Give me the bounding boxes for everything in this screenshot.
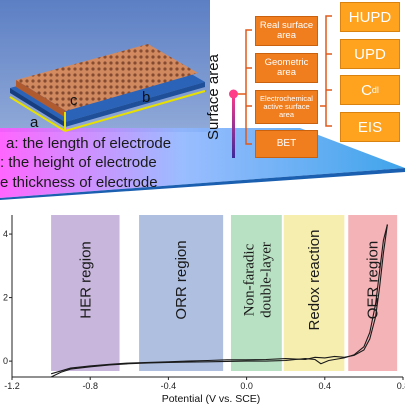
method-label: BET [276,137,297,149]
region-band-0 [51,215,120,371]
technique-label: EIS [357,118,383,136]
region-label-2: Non-faradicdouble-layer [241,242,274,318]
region-band-1 [139,215,224,371]
technique-label: HUPD [348,8,392,26]
surface-area-stem [232,92,235,158]
x-tick-label: -0.4 [161,381,177,391]
technique-subscript: dl [371,85,379,95]
y-tick-label: 2 [3,293,8,303]
method-electrochemical-active-surface-area: Electrochemical active surface area [255,90,318,124]
technique-bracket [325,15,332,127]
technique-label: UPD [354,45,386,63]
x-tick-label: 0.0 [240,381,253,391]
cv-chart: -1.2 -0.8 -0.4 0.0 0.4 0.8 0 2 4 HER region ORR r… [3,215,405,405]
region-band-3 [283,215,345,371]
dimension-label-a: a [30,114,39,131]
method-bet: BET [255,130,318,158]
region-band-2 [230,215,282,371]
region-band-4 [348,215,398,371]
region-label-1: ORR region [173,240,190,319]
technique-upd: UPD [340,39,400,69]
method-geometric-area: Geometric area [255,53,318,83]
electrode-substrate-side [65,82,205,127]
technique-hupd: HUPD [340,2,400,32]
region-bands [51,215,398,371]
dimension-line-b [64,90,206,132]
cv-curve-sweep-0 [50,224,388,378]
surface-area-axis-label: Surface area [205,54,222,140]
y-tick-label: 4 [3,229,8,239]
cv-curve [50,224,388,378]
surface-plate-edge [0,168,405,200]
region-label-0: HER region [77,241,94,319]
definition-height: : the height of electrode [0,154,157,171]
dimension-line-a [9,96,66,132]
region-label-line: Non-faradic [241,243,257,316]
x-tick-label: -0.8 [82,381,98,391]
x-tick-label: -1.2 [4,381,20,391]
electrode-diagram: a c b [0,0,405,200]
region-label-4: OER region [365,241,382,319]
technique-eis: EIS [340,112,400,142]
electrode-substrate-front [10,88,65,127]
method-label: Real surface area [259,20,314,41]
method-label: Electrochemical active surface area [260,94,313,119]
chart-axes: -1.2 -0.8 -0.4 0.0 0.4 0.8 0 2 4 [3,215,405,391]
dimension-label-c: c [70,92,78,109]
definition-length: a: the length of electrode [6,135,172,152]
electrode-mesh [16,44,198,111]
x-tick-label: 0.4 [319,381,332,391]
technique-label: C [361,81,372,99]
method-label: Geometric area [264,57,309,78]
region-label-line: double-layer [258,242,274,318]
y-tick-label: 0 [3,356,8,366]
dimension-label-b: b [142,89,150,106]
x-axis-title: Potential (V vs. SCE) [162,393,261,405]
definition-thickness: e thickness of electrode [0,174,158,191]
region-labels: HER region ORR region Non-faradicdouble-la… [77,230,381,331]
region-label-3: Redox reaction [306,230,323,331]
method-real-surface-area: Real surface area [255,16,318,46]
cv-curve-sweep-1 [50,224,388,375]
x-tick-label: 0.8 [397,381,405,391]
surface-area-node [229,89,238,99]
electrode-mesh-front [16,80,66,118]
method-bracket [245,29,252,145]
